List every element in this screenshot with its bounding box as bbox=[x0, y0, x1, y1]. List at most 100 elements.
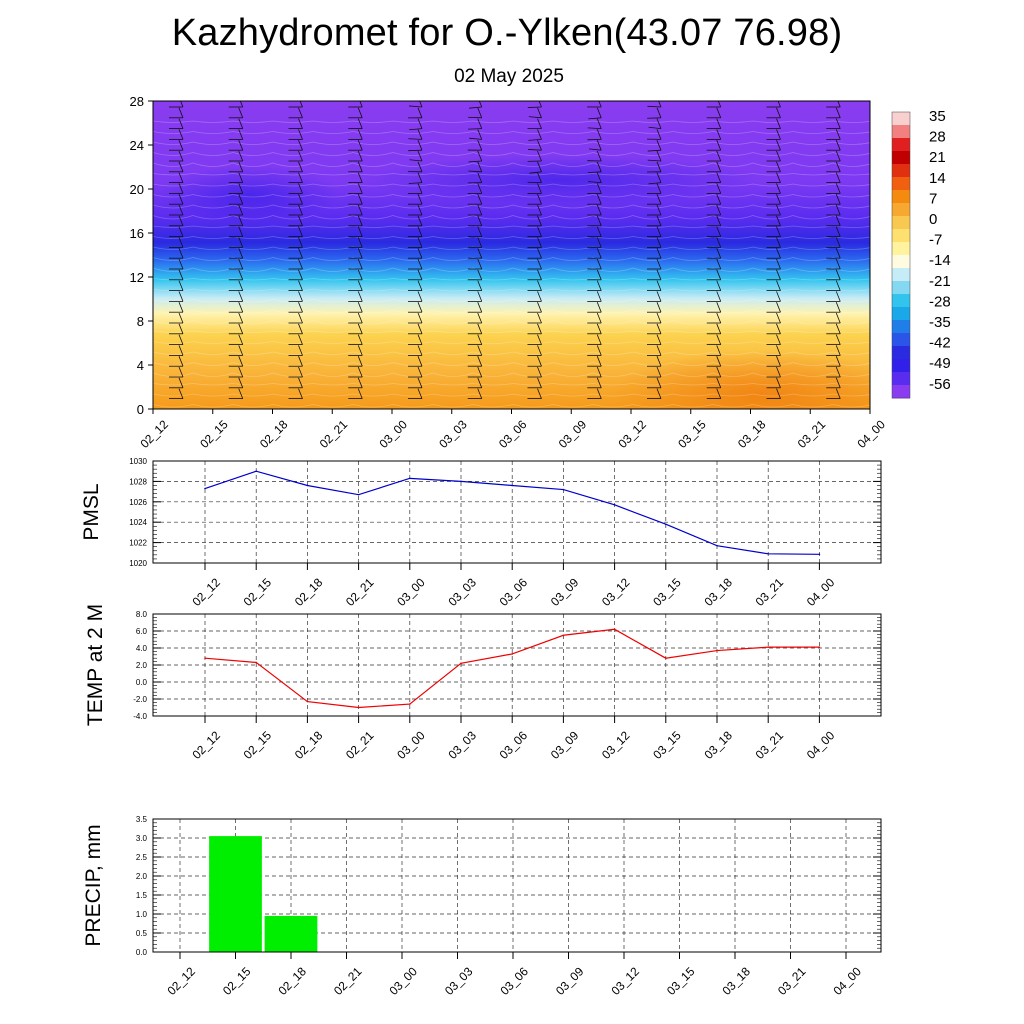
wind-barb-flag bbox=[238, 280, 244, 291]
wind-barb-flag bbox=[238, 237, 244, 248]
temp-2m-x-tick-label: 02_12 bbox=[189, 728, 223, 762]
wind-barb-flag bbox=[417, 140, 423, 151]
wind-barb-flag bbox=[238, 377, 244, 388]
wind-barb-flag bbox=[178, 107, 184, 118]
pmsl-y-tick-label: 1026 bbox=[129, 498, 147, 507]
wind-barb-flag bbox=[298, 356, 303, 367]
wind-barb-flag bbox=[298, 107, 303, 118]
wind-barb-flag bbox=[835, 258, 841, 270]
wind-barb-flag bbox=[537, 366, 542, 378]
wind-barb-flag bbox=[298, 312, 303, 324]
wind-barb-flag bbox=[238, 356, 244, 367]
wind-barb-flag bbox=[596, 161, 602, 172]
temp-2m-x-tick-label: 02_15 bbox=[241, 728, 275, 762]
wind-barb-flag bbox=[776, 194, 781, 205]
wind-barb-flag bbox=[178, 388, 184, 399]
wind-barb-flag bbox=[776, 366, 781, 378]
colorbar-cell bbox=[892, 151, 910, 165]
wind-barb-flag bbox=[298, 377, 303, 388]
wind-barb-flag bbox=[656, 302, 662, 313]
wind-barb-flag bbox=[776, 377, 781, 388]
x-tick-label: 03_18 bbox=[735, 417, 769, 451]
y-tick-label: 4 bbox=[137, 358, 144, 373]
temp-2m-y-tick-label: 0.0 bbox=[136, 678, 148, 687]
pmsl-point bbox=[511, 484, 513, 487]
wind-barb-flag bbox=[298, 291, 303, 302]
wind-barb-flag bbox=[357, 161, 363, 172]
pmsl-point bbox=[665, 523, 667, 526]
wind-barb-flag bbox=[716, 280, 722, 291]
wind-barb-flag bbox=[178, 291, 184, 302]
colorbar-label: -14 bbox=[929, 252, 951, 269]
wind-barb-flag bbox=[417, 161, 423, 172]
contour-line bbox=[153, 215, 870, 220]
wind-barb-flag bbox=[596, 258, 602, 270]
wind-barb-flag bbox=[239, 101, 244, 108]
wind-barb bbox=[588, 148, 602, 151]
temp-2m-point bbox=[613, 628, 616, 631]
colorbar-cell bbox=[892, 320, 910, 334]
colorbar-label: 28 bbox=[929, 129, 946, 146]
wind-barb-flag bbox=[596, 118, 602, 129]
wind-barb bbox=[529, 171, 542, 174]
wind-barb-flag bbox=[417, 302, 423, 313]
wind-barb-flag bbox=[776, 150, 781, 162]
wind-barb-flag bbox=[776, 215, 781, 226]
temp-2m-x-tick-label: 03_15 bbox=[650, 728, 684, 762]
contour-line bbox=[153, 341, 870, 344]
chart-subtitle: 02 May 2025 bbox=[454, 66, 564, 87]
wind-barb-flag bbox=[477, 366, 483, 378]
wind-barb-flag bbox=[238, 226, 244, 237]
wind-barb-flag bbox=[477, 172, 483, 183]
wind-barb-flag bbox=[477, 312, 483, 324]
wind-barb-flag bbox=[716, 215, 722, 226]
wind-barb-flag bbox=[777, 101, 781, 108]
temp-2m-x-tick-label: 03_00 bbox=[394, 728, 428, 762]
wind-barb-flag bbox=[298, 183, 303, 194]
wind-barb-flag bbox=[417, 204, 423, 216]
temp-2m-ylabel: TEMP at 2 M bbox=[84, 604, 107, 726]
wind-barb-flag bbox=[357, 302, 363, 313]
warm-area bbox=[610, 350, 870, 409]
precip-y-tick-label: 3.0 bbox=[136, 834, 148, 843]
precip-frame bbox=[152, 818, 882, 953]
x-tick-label: 02_12 bbox=[137, 417, 171, 451]
wind-barb-flag bbox=[716, 269, 722, 280]
wind-barb-flag bbox=[537, 107, 542, 118]
wind-barb-flag bbox=[656, 140, 662, 151]
colorbar-label: 7 bbox=[929, 190, 937, 207]
wind-barb-flag bbox=[537, 140, 542, 151]
wind-barb-flag bbox=[417, 291, 423, 302]
contour-line bbox=[153, 152, 870, 156]
wind-barb-flag bbox=[656, 118, 662, 129]
wind-barb-flag bbox=[417, 237, 423, 248]
wind-barb-flag bbox=[835, 302, 841, 313]
y-tick-label: 0 bbox=[137, 402, 144, 417]
temp-2m-y-tick-label: 6.0 bbox=[136, 627, 148, 636]
contour-line bbox=[153, 278, 870, 281]
wind-barb-flag bbox=[477, 280, 483, 291]
wind-barb-flag bbox=[357, 323, 363, 334]
wind-barb bbox=[587, 127, 602, 129]
wind-barb-flag bbox=[776, 107, 781, 118]
wind-barb-flag bbox=[776, 129, 781, 140]
colorbar-cell bbox=[892, 138, 910, 152]
wind-barb-flag bbox=[298, 172, 303, 183]
wind-barb-flag bbox=[656, 183, 662, 194]
colorbar-cell bbox=[892, 203, 910, 217]
wind-barb-flag bbox=[716, 323, 722, 334]
wind-barb-flag bbox=[537, 150, 542, 162]
wind-barb-flag bbox=[298, 237, 303, 248]
wind-barb-flag bbox=[357, 150, 363, 162]
wind-barb-flag bbox=[357, 312, 363, 324]
wind-barb-flag bbox=[477, 129, 483, 140]
contour-line bbox=[153, 404, 870, 408]
colorbar-cell bbox=[892, 112, 910, 126]
wind-barb-flag bbox=[716, 172, 722, 183]
wind-barb-flag bbox=[716, 366, 722, 378]
wind-barb-flag bbox=[238, 194, 244, 205]
wind-barb-flag bbox=[656, 334, 662, 345]
wind-barb-flag bbox=[656, 215, 662, 226]
colorbar-label: 14 bbox=[929, 170, 946, 187]
